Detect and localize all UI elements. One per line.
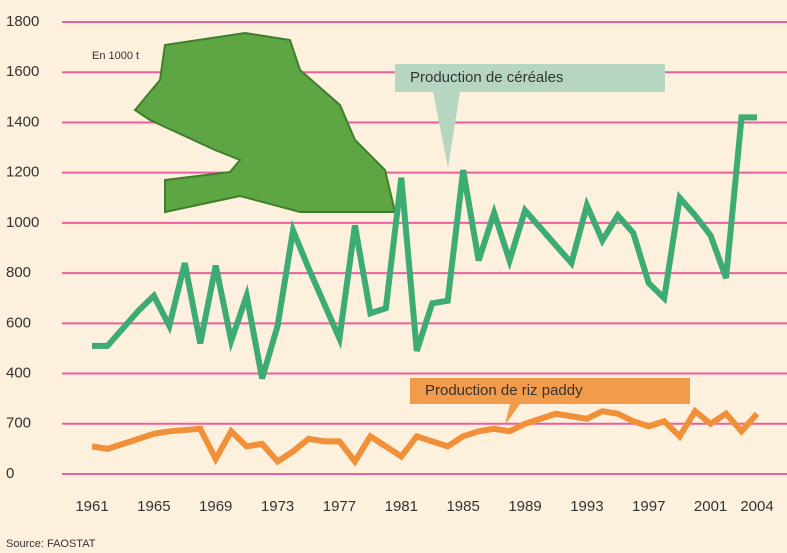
page: {"chart_data": {"type": "line", "unit_la… (0, 0, 787, 553)
y-tick-label: 1200 (6, 164, 39, 181)
x-tick-label: 1969 (199, 498, 232, 515)
x-tick-label: 1977 (323, 498, 356, 515)
x-tick-label: 1993 (570, 498, 603, 515)
y-tick-label: 1600 (6, 63, 39, 80)
y-tick-label: 800 (6, 264, 31, 281)
series-line (92, 117, 757, 378)
x-tick-label: 1997 (632, 498, 665, 515)
y-tick-label: 1800 (6, 13, 39, 30)
x-tick-label: 1961 (75, 498, 108, 515)
y-tick-label: 700 (6, 415, 31, 432)
source: Source: FAOSTAT (6, 538, 96, 550)
chart: En 1000 t Source: FAOSTAT 0 700 400 600 800 1… (0, 0, 787, 553)
y-tick-label: 0 (6, 465, 14, 482)
y-tick-label: 1400 (6, 113, 39, 130)
x-tick-label: 1973 (261, 498, 294, 515)
annotation: Production de céréales (410, 69, 563, 86)
unit-label: En 1000 t (92, 50, 139, 62)
series-line (92, 411, 757, 461)
y-tick-label: 400 (6, 365, 31, 382)
x-tick-label: 1985 (446, 498, 479, 515)
x-tick-label: 2001 (694, 498, 727, 515)
x-tick-label: 1965 (137, 498, 170, 515)
y-tick-label: 1000 (6, 214, 39, 231)
y-tick-label: 600 (6, 314, 31, 331)
annotation: Production de riz paddy (425, 382, 583, 399)
x-tick-label: 1981 (385, 498, 418, 515)
x-tick-label: 2004 (740, 498, 773, 515)
x-tick-label: 1989 (508, 498, 541, 515)
